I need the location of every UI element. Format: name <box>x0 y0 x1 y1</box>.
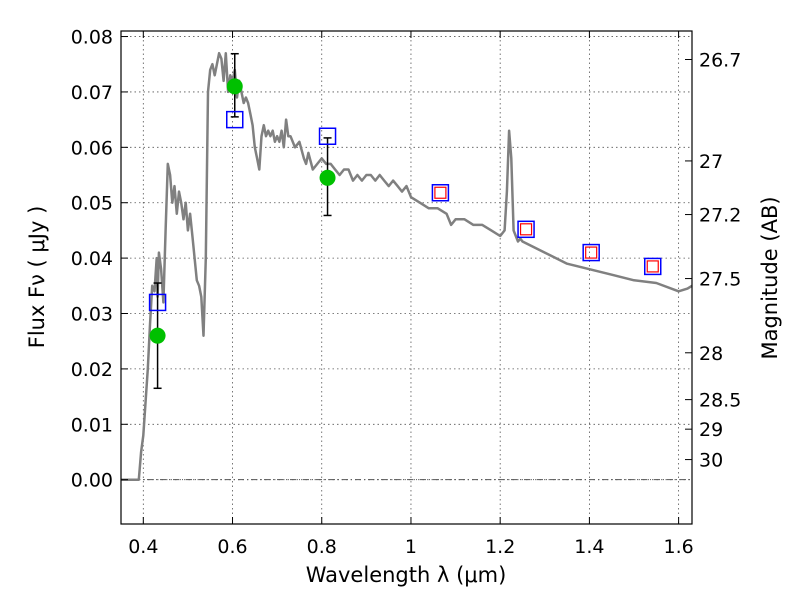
y-tick-label: 0.08 <box>71 27 113 49</box>
model-photometry-square <box>582 243 600 262</box>
inner-red-square <box>646 260 659 273</box>
model-layer <box>121 51 693 481</box>
mag-tick-label: 29 <box>699 419 723 441</box>
mag-tick-label: 27 <box>699 151 723 173</box>
model-photometry-square <box>643 257 662 276</box>
mag-tick-label: 28 <box>699 343 723 365</box>
x-tick-label: 0.6 <box>217 536 247 558</box>
y2-axis-title: Magnitude (AB) <box>758 196 782 359</box>
inner-red-square <box>519 223 533 236</box>
y-tick-label: 0.07 <box>71 82 113 104</box>
x-tick-label: 1 <box>405 536 417 558</box>
plot-frame <box>120 30 693 525</box>
ticks <box>121 31 692 524</box>
inner-red-square <box>434 186 447 199</box>
y-axis-title: Flux Fν ( μJy ) <box>25 206 49 349</box>
observed-point <box>319 169 336 186</box>
marker-layer <box>148 52 662 390</box>
x-tick-label: 1.2 <box>485 536 515 558</box>
y-tick-label: 0.05 <box>71 193 113 215</box>
mag-tick-label: 27.5 <box>699 269 741 291</box>
y-tick-label: 0.04 <box>71 248 113 270</box>
observed-point <box>226 78 243 95</box>
mag-tick-label: 30 <box>699 450 723 472</box>
mag-tick-label: 26.7 <box>699 49 741 71</box>
model-photometry-square <box>517 220 535 239</box>
x-tick-label: 1.4 <box>574 536 604 558</box>
y-tick-label: 0.06 <box>71 137 113 159</box>
observed-point <box>149 327 166 344</box>
model-photometry-square <box>226 110 244 129</box>
x-axis-title: Wavelength λ (μm) <box>306 563 507 587</box>
x-tick-label: 1.6 <box>664 536 694 558</box>
x-tick-label: 0.4 <box>128 536 158 558</box>
inner-red-square <box>585 246 598 259</box>
grid <box>121 31 692 524</box>
mag-tick-label: 28.5 <box>699 390 741 412</box>
y-tick-label: 0.01 <box>71 414 113 436</box>
y-tick-label: 0.00 <box>71 470 113 492</box>
tick-labels: 0.4 0.6 0.8 1 1.2 1.4 1.6 0.00 0.01 0.02 0.03 0.04 0… <box>71 27 742 558</box>
y-tick-label: 0.02 <box>71 359 113 381</box>
model-photometry-square <box>431 183 450 202</box>
model-photometry-square <box>318 127 337 145</box>
y-tick-label: 0.03 <box>71 304 113 326</box>
model-photometry-square <box>148 293 167 312</box>
x-tick-label: 0.8 <box>307 536 337 558</box>
mag-tick-label: 27.2 <box>699 205 741 227</box>
model-sed-line <box>121 51 693 481</box>
